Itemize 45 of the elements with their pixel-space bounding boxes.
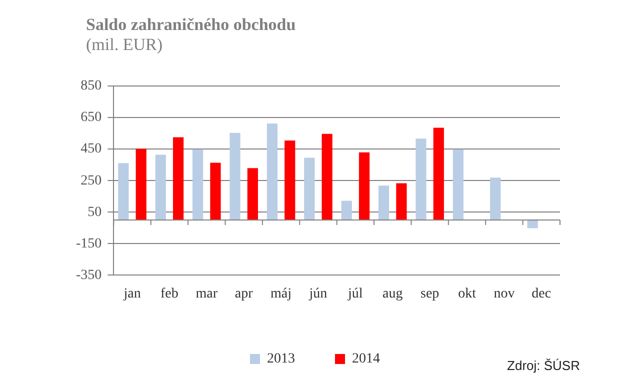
text: Zdroj: ŠÚSR — [507, 358, 580, 373]
x-tick-label: feb — [160, 286, 178, 302]
bar — [230, 132, 240, 220]
x-tick-label: sep — [420, 286, 440, 302]
x-tick-label: júl — [347, 286, 363, 302]
bar — [304, 158, 315, 220]
chart-subtitle: (mil. EUR) — [86, 35, 162, 55]
legend-label: 2014 — [352, 352, 380, 367]
y-tick-label: -150 — [76, 236, 102, 252]
x-tick-label: jan — [122, 286, 141, 302]
y-tick-label: 650 — [80, 110, 102, 126]
bar — [452, 149, 464, 220]
bar — [396, 183, 407, 220]
x-tick-label: máj — [270, 286, 292, 302]
bar — [284, 140, 296, 220]
x-tick-label: apr — [234, 286, 254, 302]
y-tick-label: 50 — [88, 204, 102, 220]
bar — [266, 124, 278, 220]
x-tick-label: mar — [196, 286, 218, 302]
legend-label: 2013 — [267, 352, 295, 367]
x-tick-label: dec — [532, 286, 552, 302]
bar — [527, 220, 538, 228]
chart-title: Saldo zahraničného obchodu — [86, 15, 296, 35]
bar — [490, 178, 501, 220]
y-tick-label: -350 — [76, 268, 102, 283]
bar — [192, 149, 204, 220]
x-tick-label: jún — [308, 286, 328, 302]
bar — [210, 162, 221, 220]
x-tick-label: nov — [494, 286, 515, 302]
bar — [247, 168, 258, 220]
y-tick-label: 850 — [80, 78, 102, 94]
x-tick-label: okt — [458, 286, 476, 302]
bar — [358, 152, 370, 220]
bar — [155, 154, 166, 220]
bar — [118, 163, 129, 220]
bar — [172, 137, 184, 220]
x-tick-label: aug — [382, 286, 403, 302]
bar — [378, 186, 390, 220]
y-tick-label: 450 — [80, 142, 102, 157]
bar — [136, 148, 146, 220]
bar — [433, 128, 444, 220]
bar — [416, 138, 426, 220]
y-tick-label: 250 — [80, 173, 102, 188]
bar — [322, 134, 332, 220]
bar — [341, 200, 352, 220]
